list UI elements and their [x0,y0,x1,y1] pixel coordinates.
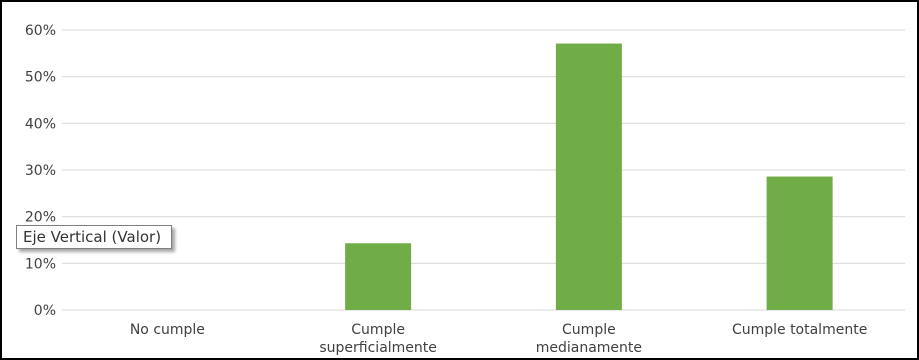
y-tick-label: 10% [25,256,56,272]
bar[interactable] [555,43,622,311]
y-tick-label: 20% [25,210,56,226]
y-tick-label: 0% [34,303,56,319]
y-tick-label: 60% [25,23,56,39]
x-category-label: Cumple superficialmente [319,322,437,356]
y-tick-label: 50% [25,70,56,86]
x-category-label: Cumple medianamente [536,322,642,356]
x-category-label: No cumple [130,322,205,338]
bar[interactable] [345,243,412,310]
y-tick-label: 30% [25,163,56,179]
bar[interactable] [766,176,833,310]
y-tick-label: 40% [25,116,56,132]
x-category-label: Cumple totalmente [732,322,867,338]
axis-tooltip: Eje Vertical (Valor) [16,225,173,249]
